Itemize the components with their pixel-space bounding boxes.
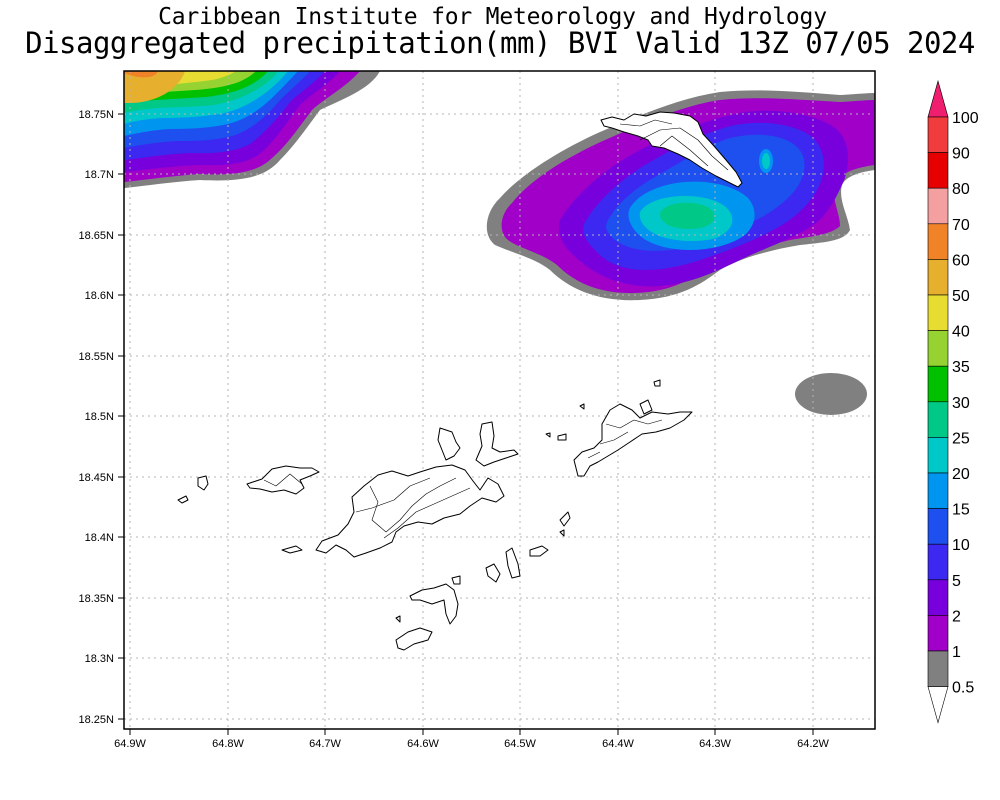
colorbar-label: 5: [952, 573, 961, 590]
colorbar-label: 2: [952, 608, 961, 625]
colorbar-swatch: [927, 615, 949, 652]
colorbar-cap-bottom: [927, 686, 949, 724]
colorbar-swatch: [927, 543, 949, 581]
lat-label: 18.25N: [79, 714, 115, 726]
colorbar-label: 70: [952, 217, 970, 234]
lat-label: 18.6N: [85, 290, 114, 302]
island-tortola: [315, 464, 505, 558]
lon-label: 64.7W: [309, 738, 341, 750]
colorbar-cap-top: [927, 79, 949, 118]
lon-label: 64.2W: [797, 738, 829, 750]
lon-label: 64.9W: [114, 738, 146, 750]
lon-label: 64.3W: [699, 738, 731, 750]
graticule: [124, 71, 875, 729]
lon-label: 64.6W: [407, 738, 439, 750]
colorbar-label: 100: [952, 110, 979, 127]
colorbar-swatch: [927, 401, 949, 438]
colorbar-label: 80: [952, 181, 970, 198]
rain-cell-central: [486, 90, 875, 301]
lat-label: 18.5N: [85, 411, 114, 423]
island-anegada: [600, 111, 743, 188]
lon-label: 64.4W: [602, 738, 634, 750]
colorbar-label: 20: [952, 466, 970, 483]
lat-label: 18.55N: [79, 351, 115, 363]
colorbar-label: 35: [952, 359, 970, 376]
bvi-islands: [177, 111, 743, 651]
colorbar-swatch: [927, 508, 949, 545]
precipitation-field: [124, 71, 875, 729]
colorbar-swatch: [927, 152, 949, 189]
colorbar-label: 90: [952, 146, 970, 163]
colorbar-label: 60: [952, 252, 970, 269]
colorbar-swatch: [927, 650, 949, 687]
colorbar-swatch: [927, 259, 949, 296]
colorbar-label: 0.5: [952, 680, 974, 697]
lat-label: 18.65N: [79, 230, 115, 242]
lat-label: 18.45N: [79, 472, 115, 484]
lat-label: 18.75N: [79, 109, 115, 121]
map-frame: [123, 70, 876, 730]
lon-label: 64.8W: [212, 738, 244, 750]
lon-label: 64.5W: [504, 738, 536, 750]
colorbar: 100 90 80 70 60 50 40 35 30 25 20 15 10 5 2 1 0.5: [927, 79, 979, 724]
lat-label: 18.3N: [85, 653, 114, 665]
colorbar-swatch: [927, 472, 949, 509]
colorbar-swatch: [927, 365, 949, 403]
colorbar-label: 10: [952, 537, 970, 554]
rain-patch-east: [795, 373, 867, 415]
colorbar-swatch: [927, 187, 949, 225]
colorbar-swatch: [927, 330, 949, 367]
lat-label: 18.4N: [85, 532, 114, 544]
colorbar-swatch: [927, 294, 949, 331]
colorbar-label: 30: [952, 395, 970, 412]
longitude-labels: 64.9W 64.8W 64.7W 64.6W 64.5W 64.4W 64.3…: [114, 738, 829, 750]
colorbar-label: 1: [952, 644, 961, 661]
map-subtitle: Disaggregated precipitation(mm) BVI Vali…: [25, 26, 975, 60]
colorbar-label: 15: [952, 502, 970, 519]
colorbar-swatch: [927, 223, 949, 260]
lat-label: 18.7N: [85, 169, 114, 181]
lat-label: 18.35N: [79, 593, 115, 605]
colorbar-label: 40: [952, 324, 970, 341]
axis-tick-marks: [118, 113, 814, 735]
rain-band-northwest: [124, 71, 380, 188]
colorbar-swatch: [927, 437, 949, 474]
colorbar-swatch: [927, 116, 949, 153]
colorbar-swatch: [927, 579, 949, 616]
latitude-labels: 18.75N 18.7N 18.65N 18.6N 18.55N 18.5N 1…: [79, 109, 115, 726]
map-title: Caribbean Institute for Meteorology and …: [158, 4, 827, 30]
colorbar-label: 50: [952, 288, 970, 305]
colorbar-label: 25: [952, 430, 970, 447]
island-virgin-gorda: [573, 403, 693, 477]
